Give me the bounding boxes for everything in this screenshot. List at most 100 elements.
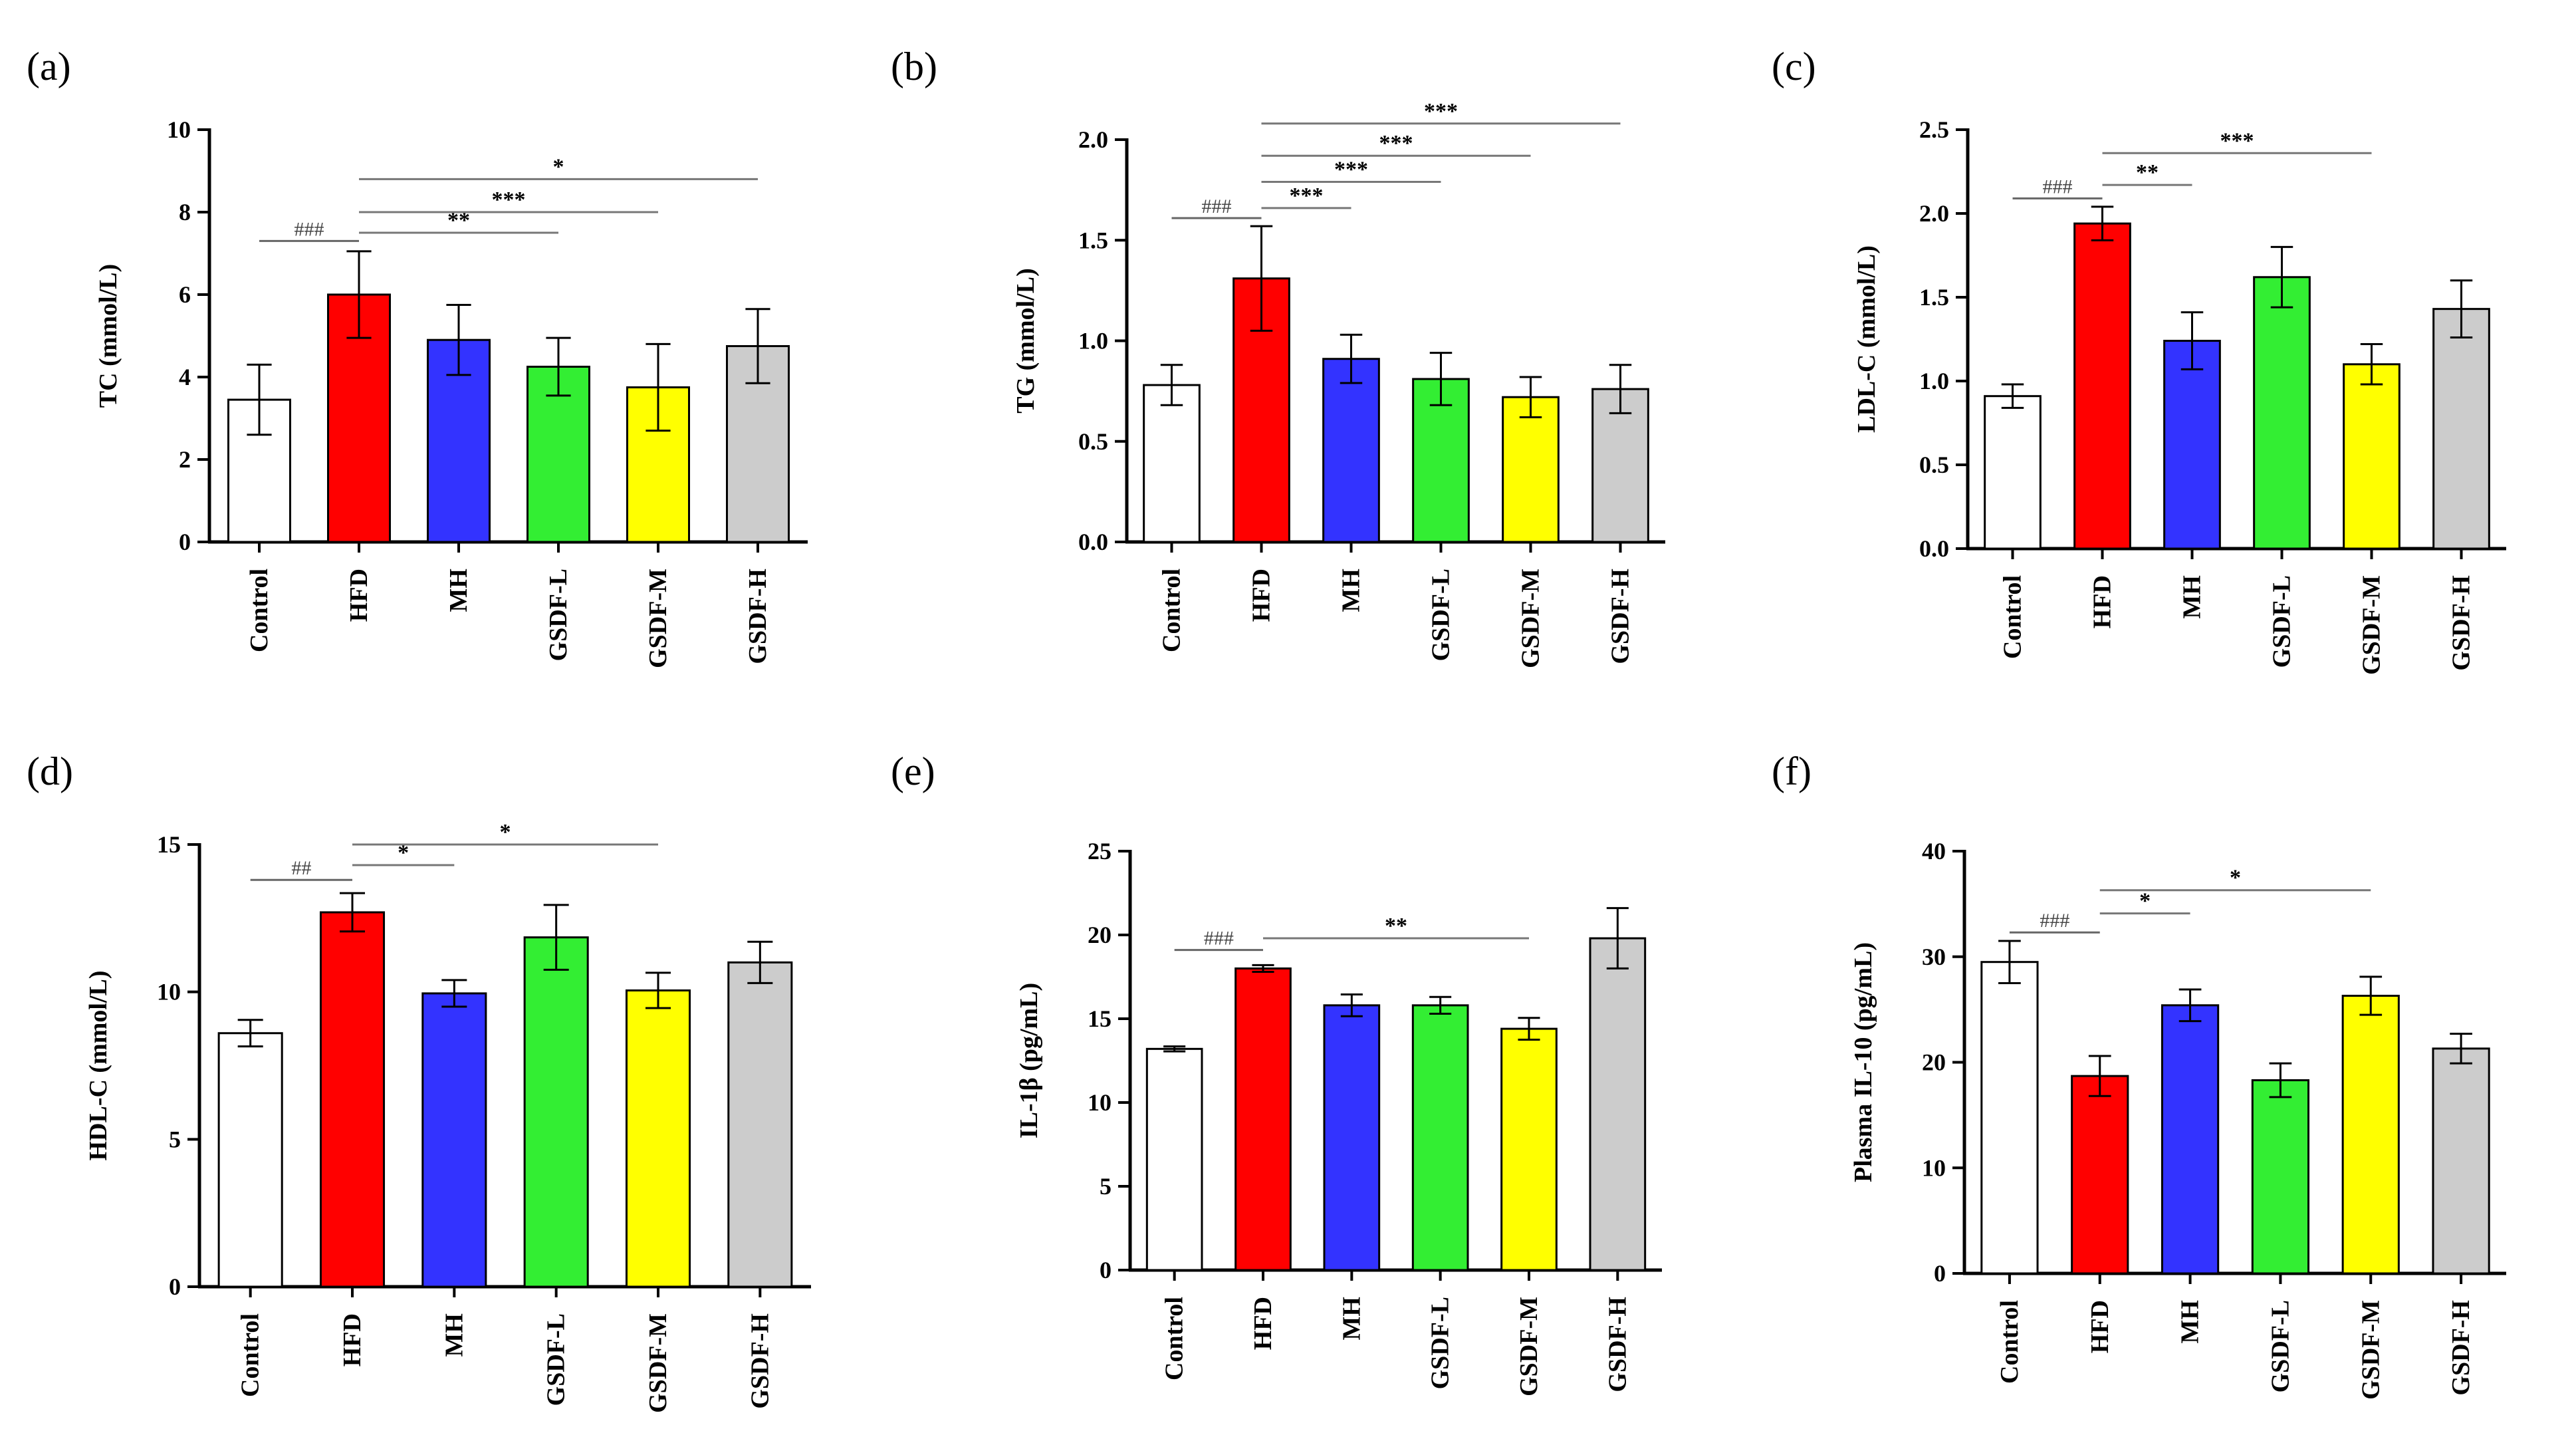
- y-tick-label: 15: [157, 831, 181, 858]
- category-label: Control: [1999, 575, 2027, 659]
- category-label: GSDF-L: [1427, 569, 1455, 661]
- significance-label: ###: [1204, 928, 1234, 950]
- y-tick-label: 1.0: [1078, 328, 1108, 354]
- significance-label: ***: [1334, 158, 1368, 182]
- y-axis-label: IL-1β (pg/mL): [1015, 983, 1043, 1138]
- chart-panel: (d) 0 5 10 15 HDL-C (mmol/L) Control HFD MH GSDF-…: [27, 749, 811, 1413]
- y-tick-label: 5: [1100, 1173, 1112, 1200]
- category-label: HFD: [1249, 1297, 1277, 1350]
- bar: [1502, 396, 1560, 543]
- bar: [2161, 1004, 2220, 1275]
- category-label: GSDF-H: [1603, 1297, 1631, 1392]
- category-label: MH: [440, 1313, 468, 1357]
- category-label: MH: [1338, 1297, 1365, 1340]
- category-label: GSDF-H: [2447, 1300, 2475, 1396]
- category-label: HFD: [2086, 1300, 2114, 1353]
- category-label: GSDF-L: [544, 569, 572, 661]
- y-tick-label: 1.0: [1919, 368, 1949, 394]
- y-tick-label: 10: [1922, 1154, 1946, 1181]
- significance-label: ***: [1424, 99, 1458, 124]
- bar: [1411, 1004, 1469, 1271]
- chart-panel: (c) 0.0 0.5 1.0 1.5 2.0 2.5 LDL-C (mmol/L) Contr…: [1772, 45, 2506, 675]
- category-label: GSDF-L: [1427, 1297, 1455, 1389]
- y-tick-label: 15: [1088, 1005, 1112, 1032]
- bar: [2071, 1075, 2129, 1275]
- panel-label: (d): [27, 749, 73, 793]
- chart-panel: (f) 0 10 20 30 40 Plasma IL-10 (pg/mL) Control H…: [1772, 749, 2506, 1400]
- y-tick-label: 25: [1088, 838, 1112, 864]
- category-label: GSDF-L: [2268, 575, 2296, 668]
- significance-label: ###: [2043, 176, 2073, 197]
- bar: [2253, 276, 2311, 550]
- significance-label: *: [2230, 866, 2241, 890]
- category-label: MH: [445, 569, 473, 612]
- y-tick-label: 1.5: [1919, 284, 1949, 311]
- significance-label: **: [1385, 914, 1407, 938]
- panel-label: (a): [27, 45, 71, 88]
- panel-label: (e): [891, 749, 935, 793]
- bar: [1143, 384, 1201, 543]
- y-tick-label: 1.5: [1078, 227, 1108, 253]
- y-axis-label: Plasma IL-10 (pg/mL): [1849, 942, 1877, 1182]
- y-tick-label: 5: [169, 1126, 181, 1152]
- significance-label: ***: [1290, 184, 1324, 208]
- y-tick-label: 0: [1100, 1257, 1112, 1283]
- bar: [2432, 308, 2490, 550]
- y-axis-label: LDL-C (mmol/L): [1853, 245, 1881, 433]
- bar: [1589, 937, 1647, 1271]
- category-label: GSDF-M: [1515, 1297, 1543, 1396]
- bar: [2163, 340, 2221, 550]
- significance-label: ###: [294, 218, 324, 240]
- significance-label: **: [2136, 160, 2159, 185]
- bar: [2432, 1047, 2490, 1275]
- y-tick-label: 0.5: [1919, 452, 1949, 478]
- category-label: GSDF-M: [644, 1313, 672, 1413]
- y-tick-label: 0: [1934, 1260, 1946, 1287]
- panel-label: (c): [1772, 45, 1816, 88]
- category-label: HFD: [338, 1313, 366, 1366]
- significance-label: ##: [291, 857, 311, 879]
- significance-label: ***: [2220, 128, 2254, 153]
- bar: [1145, 1047, 1203, 1271]
- bar: [1500, 1027, 1558, 1271]
- bar: [1984, 395, 2042, 550]
- panel-label: (f): [1772, 749, 1812, 793]
- bar: [2251, 1079, 2310, 1275]
- y-tick-label: 30: [1922, 944, 1946, 970]
- bar: [2343, 363, 2400, 550]
- bar: [319, 911, 386, 1288]
- significance-label: ***: [1379, 131, 1413, 156]
- y-tick-label: 20: [1922, 1049, 1946, 1076]
- category-label: HFD: [345, 569, 373, 622]
- category-label: GSDF-L: [542, 1313, 570, 1406]
- bar: [217, 1032, 283, 1288]
- category-label: GSDF-L: [2266, 1300, 2294, 1392]
- y-tick-label: 2.0: [1078, 126, 1108, 153]
- significance-label: *: [398, 841, 409, 865]
- significance-label: *: [2139, 889, 2151, 914]
- bar: [1234, 967, 1292, 1271]
- category-label: GSDF-H: [744, 569, 772, 664]
- y-tick-label: 0: [179, 529, 191, 555]
- significance-label: ###: [1202, 195, 1232, 217]
- category-label: MH: [2176, 1300, 2204, 1343]
- bar: [1980, 961, 2039, 1275]
- category-label: GSDF-H: [746, 1313, 774, 1409]
- category-label: Control: [1996, 1300, 2024, 1384]
- chart-panel: (b) 0.0 0.5 1.0 1.5 2.0 TG (mmol/L) Control HFD M…: [891, 45, 1665, 668]
- category-label: HFD: [2089, 575, 2117, 628]
- y-tick-label: 10: [157, 979, 181, 1005]
- y-tick-label: 6: [179, 281, 191, 308]
- category-label: GSDF-H: [1607, 569, 1635, 664]
- significance-label: *: [500, 820, 511, 845]
- category-label: GSDF-M: [644, 569, 672, 668]
- category-label: Control: [237, 1313, 265, 1397]
- significance-label: ###: [2040, 910, 2069, 932]
- y-tick-label: 2.0: [1919, 200, 1949, 227]
- y-tick-label: 8: [179, 199, 191, 225]
- y-axis-label: TC (mmol/L): [94, 264, 122, 408]
- significance-label: *: [553, 154, 564, 179]
- category-label: GSDF-M: [2358, 575, 2386, 675]
- y-tick-label: 2.5: [1919, 116, 1949, 143]
- bar: [1323, 1004, 1381, 1271]
